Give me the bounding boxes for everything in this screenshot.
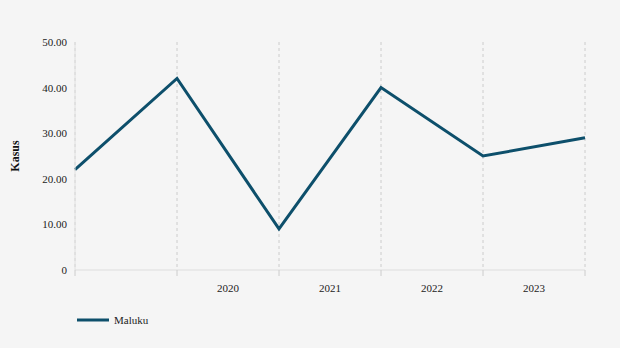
svg-text:30.00: 30.00 [42, 127, 67, 139]
svg-text:40.00: 40.00 [42, 82, 67, 94]
svg-text:2022: 2022 [421, 282, 443, 294]
svg-text:0: 0 [62, 264, 68, 276]
svg-text:10.00: 10.00 [42, 218, 67, 230]
svg-text:2023: 2023 [523, 282, 546, 294]
svg-text:50.00: 50.00 [42, 36, 67, 48]
svg-text:2020: 2020 [217, 282, 240, 294]
svg-text:2021: 2021 [319, 282, 341, 294]
svg-text:20.00: 20.00 [42, 173, 67, 185]
svg-text:Kasus: Kasus [8, 140, 22, 172]
html-text:Maluku: Maluku [114, 314, 149, 326]
